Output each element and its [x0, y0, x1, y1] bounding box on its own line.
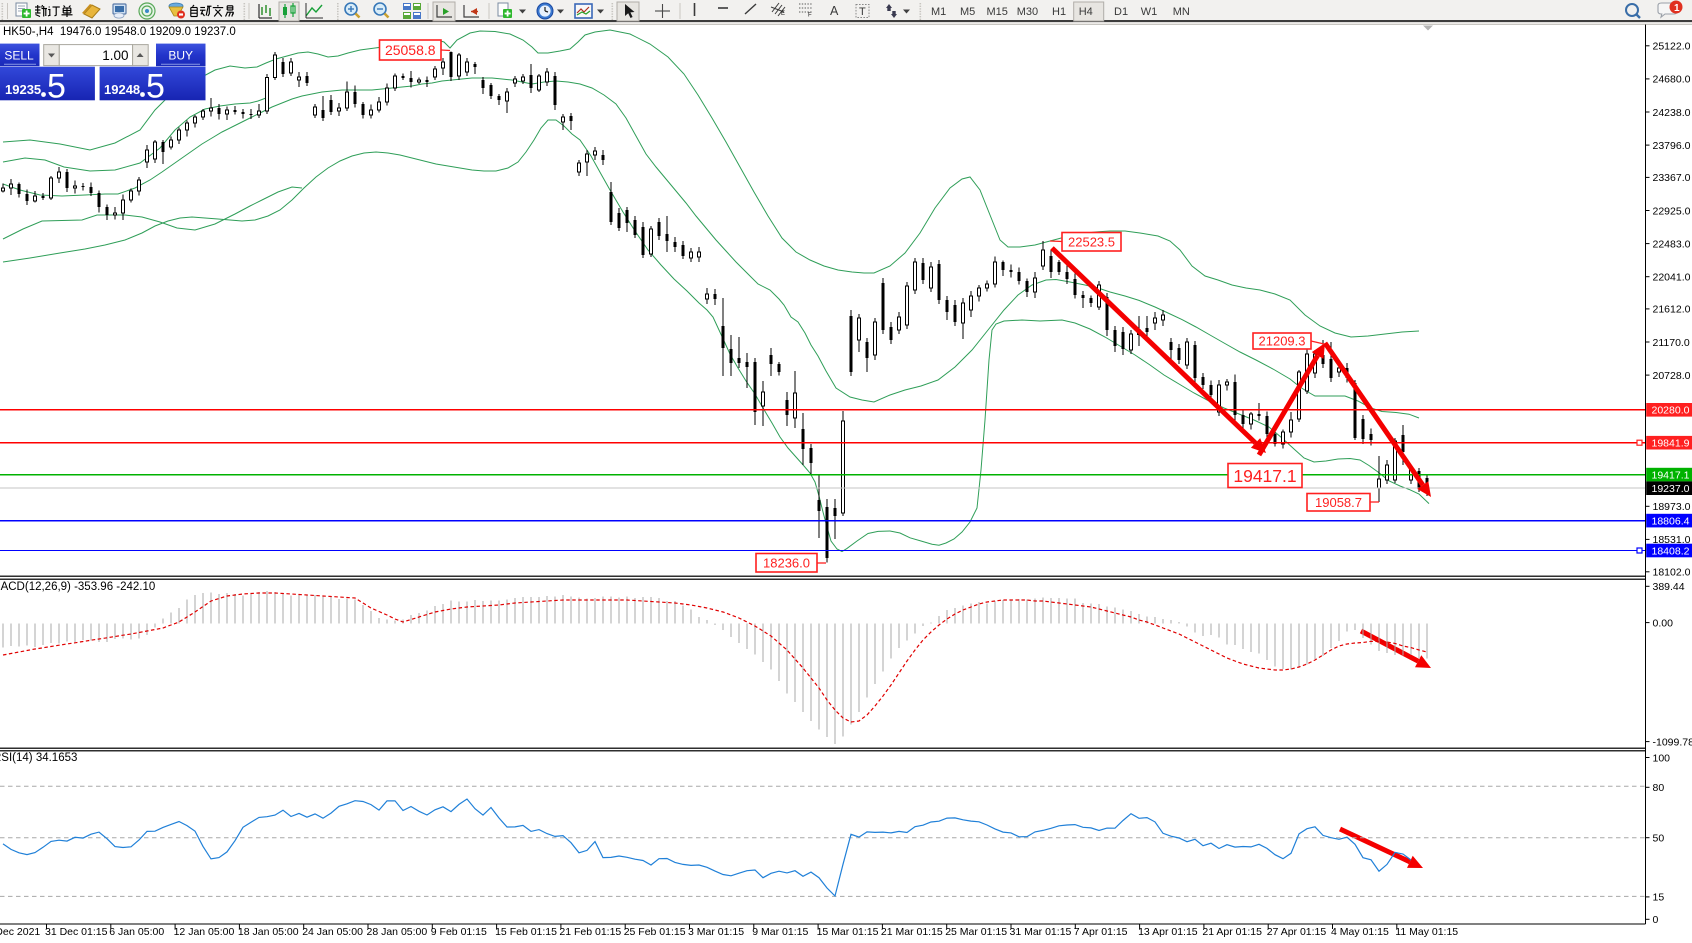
svg-text:18236.0: 18236.0	[763, 555, 810, 570]
svg-text:15 Feb 01:15: 15 Feb 01:15	[495, 926, 557, 938]
svg-text:BUY: BUY	[168, 49, 193, 63]
svg-text:21 Apr 01:15: 21 Apr 01:15	[1202, 926, 1262, 938]
svg-text:21 Feb 01:15: 21 Feb 01:15	[559, 926, 621, 938]
svg-text:19417.1: 19417.1	[1652, 469, 1690, 481]
svg-text:19841.9: 19841.9	[1652, 438, 1690, 450]
svg-text:18 Jan 05:00: 18 Jan 05:00	[238, 926, 299, 938]
svg-text:25 Feb 01:15: 25 Feb 01:15	[624, 926, 686, 938]
svg-text:H4: H4	[1079, 6, 1093, 18]
svg-text:28 Jan 05:00: 28 Jan 05:00	[367, 926, 428, 938]
svg-text:HK50-,H4 19476.0 19548.0 1920: HK50-,H4 19476.0 19548.0 19209.0 19237.0	[3, 26, 236, 38]
svg-text:50: 50	[1653, 832, 1665, 844]
svg-text:7 Apr 01:15: 7 Apr 01:15	[1074, 926, 1128, 938]
svg-text:27 Apr 01:15: 27 Apr 01:15	[1267, 926, 1327, 938]
svg-text:T: T	[859, 6, 866, 18]
svg-text:18806.4: 18806.4	[1652, 515, 1690, 527]
svg-text:22041.0: 22041.0	[1653, 271, 1691, 283]
svg-text:21209.3: 21209.3	[1259, 334, 1306, 349]
svg-text:18102.0: 18102.0	[1653, 567, 1691, 579]
svg-text:19058.7: 19058.7	[1315, 495, 1362, 510]
svg-text:M30: M30	[1017, 6, 1038, 18]
svg-text:21612.0: 21612.0	[1653, 304, 1691, 316]
svg-text:19235: 19235	[5, 82, 41, 97]
svg-text:H1: H1	[1052, 6, 1066, 18]
svg-text:24238.0: 24238.0	[1653, 107, 1691, 119]
svg-text:0: 0	[1653, 914, 1659, 926]
svg-text:21 Mar 01:15: 21 Mar 01:15	[881, 926, 943, 938]
svg-text:24 Jan 05:00: 24 Jan 05:00	[302, 926, 363, 938]
svg-text:19417.1: 19417.1	[1233, 466, 1296, 486]
svg-text:31 Dec 01:15: 31 Dec 01:15	[45, 926, 108, 938]
svg-text:SELL: SELL	[4, 49, 34, 63]
svg-text:21170.0: 21170.0	[1653, 337, 1690, 349]
svg-text:M5: M5	[960, 6, 975, 18]
svg-text:31 Mar 01:15: 31 Mar 01:15	[1010, 926, 1072, 938]
svg-text:3 Mar 01:15: 3 Mar 01:15	[688, 926, 744, 938]
svg-text:E: E	[781, 11, 785, 17]
svg-text:15: 15	[1653, 892, 1665, 904]
svg-text:W1: W1	[1141, 6, 1158, 18]
svg-text:25 Mar 01:15: 25 Mar 01:15	[945, 926, 1007, 938]
svg-text:A: A	[830, 4, 839, 18]
svg-text:25058.8: 25058.8	[385, 42, 436, 58]
svg-text:18408.2: 18408.2	[1652, 545, 1690, 557]
svg-text:19248: 19248	[104, 82, 140, 97]
svg-text:9 Feb 01:15: 9 Feb 01:15	[431, 926, 487, 938]
svg-text:23796.0: 23796.0	[1653, 140, 1691, 152]
svg-text:23367.0: 23367.0	[1653, 172, 1691, 184]
svg-text:5: 5	[146, 68, 165, 106]
svg-text:25122.0: 25122.0	[1653, 41, 1691, 53]
svg-text:M1: M1	[931, 6, 946, 18]
svg-text:80: 80	[1653, 782, 1665, 794]
svg-text:MACD(12,26,9) -353.96 -242.10: MACD(12,26,9) -353.96 -242.10	[0, 581, 155, 593]
svg-text:1.00: 1.00	[102, 48, 128, 63]
svg-text:389.44: 389.44	[1653, 581, 1685, 593]
svg-text:RSI(14) 34.1653: RSI(14) 34.1653	[0, 752, 77, 764]
svg-text:20280.0: 20280.0	[1652, 405, 1690, 417]
svg-text:0.00: 0.00	[1653, 617, 1674, 629]
svg-text:24680.0: 24680.0	[1653, 74, 1691, 86]
svg-text:12 Jan 05:00: 12 Jan 05:00	[174, 926, 235, 938]
svg-text:F: F	[808, 13, 812, 19]
svg-text:19237.0: 19237.0	[1652, 483, 1690, 495]
svg-text:13 Apr 01:15: 13 Apr 01:15	[1138, 926, 1198, 938]
svg-text:-1099.78: -1099.78	[1653, 736, 1692, 748]
svg-text:M15: M15	[987, 6, 1008, 18]
svg-text:22925.0: 22925.0	[1653, 205, 1691, 217]
svg-text:4 May 01:15: 4 May 01:15	[1331, 926, 1389, 938]
svg-text:11 May 01:15: 11 May 01:15	[1395, 926, 1458, 938]
svg-text:1: 1	[1674, 3, 1680, 14]
svg-text:9 Mar 01:15: 9 Mar 01:15	[752, 926, 808, 938]
svg-text:18973.0: 18973.0	[1653, 501, 1691, 513]
svg-text:27 Dec 2021: 27 Dec 2021	[0, 926, 40, 938]
svg-text:15 Mar 01:15: 15 Mar 01:15	[817, 926, 879, 938]
svg-text:20728.0: 20728.0	[1653, 370, 1691, 382]
svg-text:22483.0: 22483.0	[1653, 238, 1691, 250]
svg-text:22523.5: 22523.5	[1068, 234, 1115, 249]
svg-text:MN: MN	[1173, 6, 1190, 18]
svg-text:D1: D1	[1114, 6, 1128, 18]
svg-text:6 Jan 05:00: 6 Jan 05:00	[109, 926, 164, 938]
svg-text:100: 100	[1653, 752, 1671, 764]
svg-text:5: 5	[47, 68, 66, 106]
